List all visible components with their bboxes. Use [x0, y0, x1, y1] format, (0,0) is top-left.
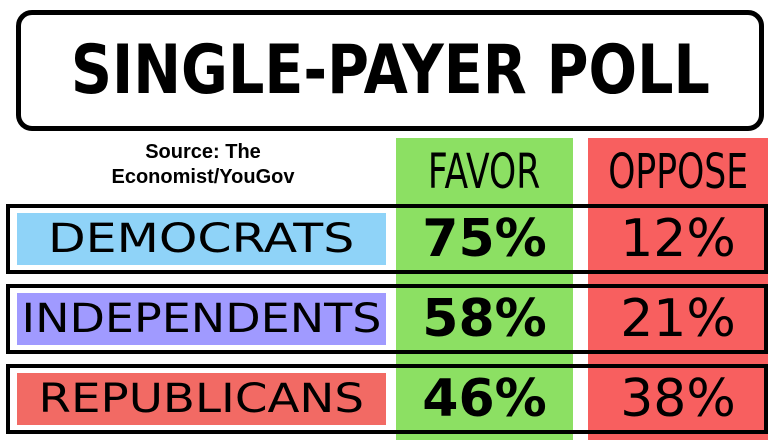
- oppose-column-header: OPPOSE: [588, 144, 768, 200]
- favor-column-header: FAVOR: [396, 144, 573, 200]
- favor-column-band: [396, 138, 573, 440]
- table-row-republicans: [6, 364, 768, 434]
- oppose-header-label: OPPOSE: [608, 144, 748, 200]
- oppose-value-independents: 21%: [620, 289, 736, 349]
- party-label-independents: INDEPENDENTS: [21, 296, 382, 342]
- chart-title: SINGLE-PAYER POLL: [70, 31, 710, 110]
- oppose-column-band: [588, 138, 768, 440]
- oppose-value-democrats: 12%: [620, 209, 736, 269]
- favor-header-label: FAVOR: [428, 144, 541, 200]
- oppose-value-republicans: 38%: [620, 369, 736, 429]
- table-row-democrats: [6, 204, 768, 274]
- title-box: SINGLE-PAYER POLL: [16, 10, 764, 131]
- party-label-box-independents: INDEPENDENTS: [15, 291, 388, 347]
- source-line-2: Economist/YouGov: [111, 166, 295, 188]
- source-line-1: Source: The: [145, 141, 261, 163]
- party-label-republicans: REPUBLICANS: [38, 376, 365, 422]
- favor-value-independents: 58%: [422, 289, 547, 349]
- favor-value-democrats: 75%: [422, 209, 547, 269]
- party-label-democrats: DEMOCRATS: [48, 216, 355, 262]
- party-label-box-republicans: REPUBLICANS: [15, 371, 388, 427]
- source-note: Source: The Economist/YouGov: [88, 140, 318, 190]
- favor-value-republicans: 46%: [422, 369, 547, 429]
- table-row-independents: [6, 284, 768, 354]
- party-label-box-democrats: DEMOCRATS: [15, 211, 388, 267]
